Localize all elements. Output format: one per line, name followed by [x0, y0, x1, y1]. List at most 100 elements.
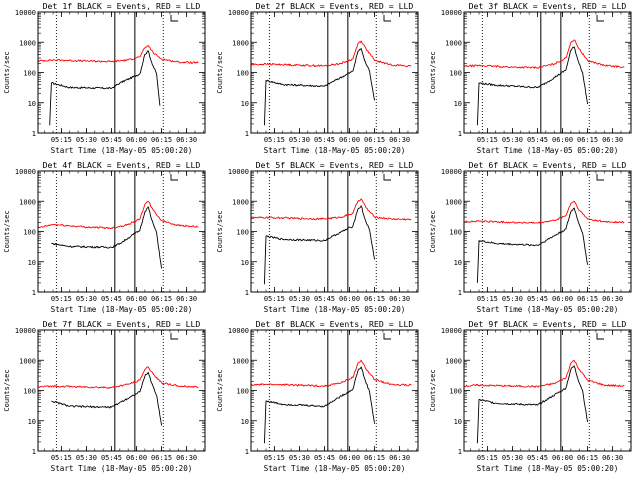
- x-tick-label: 05:45: [527, 295, 548, 303]
- x-tick-label: 05:45: [101, 136, 122, 144]
- chart-title: Det 8f BLACK = Events, RED = LLD: [256, 319, 414, 329]
- x-tick-label: 05:45: [527, 454, 548, 462]
- x-axis-label: Start Time (18-May-05 05:00:20): [51, 305, 193, 314]
- lld-series-line: [250, 359, 412, 388]
- chart-title: Det 2f BLACK = Events, RED = LLD: [256, 1, 414, 11]
- x-tick-label: 05:45: [527, 136, 548, 144]
- lld-series-line: [37, 45, 199, 64]
- y-tick-label: 10: [454, 259, 462, 267]
- y-tick-label: 1000: [19, 357, 36, 365]
- corner-bracket-icon: [383, 174, 391, 181]
- x-tick-label: 05:15: [477, 136, 498, 144]
- y-axis-label: Counts/sec: [216, 369, 224, 411]
- chart-panel-9: Det 9f BLACK = Events, RED = LLD Counts/s…: [429, 319, 632, 473]
- x-tick-label: 06:00: [552, 295, 573, 303]
- y-tick-label: 1000: [19, 39, 36, 47]
- y-tick-label: 1000: [445, 198, 462, 206]
- x-tick-label: 06:30: [389, 136, 410, 144]
- y-tick-label: 10000: [15, 9, 36, 17]
- corner-bracket-icon: [596, 333, 604, 340]
- plot-frame: [37, 170, 206, 293]
- lld-series-line: [463, 200, 625, 224]
- chart-panel-8: Det 8f BLACK = Events, RED = LLD Counts/s…: [216, 319, 419, 473]
- x-axis-label: Start Time (18-May-05 05:00:20): [51, 464, 193, 473]
- y-axis-label: Counts/sec: [216, 210, 224, 252]
- plot-frame: [250, 170, 419, 293]
- x-tick-label: 05:15: [51, 295, 72, 303]
- events-series-line: [263, 366, 376, 444]
- x-axis-label: Start Time (18-May-05 05:00:20): [477, 146, 619, 155]
- y-tick-label: 100: [236, 70, 249, 78]
- x-tick-label: 05:30: [289, 136, 310, 144]
- y-tick-label: 1000: [232, 198, 249, 206]
- y-tick-label: 10000: [228, 9, 249, 17]
- x-tick-label: 05:45: [314, 454, 335, 462]
- x-axis-label: Start Time (18-May-05 05:00:20): [264, 464, 406, 473]
- y-tick-label: 10: [454, 418, 462, 426]
- x-tick-label: 06:15: [151, 136, 172, 144]
- x-tick-label: 06:00: [339, 295, 360, 303]
- corner-bracket-icon: [383, 333, 391, 340]
- y-tick-label: 1: [458, 289, 462, 297]
- chart-title: Det 5f BLACK = Events, RED = LLD: [256, 160, 414, 170]
- x-tick-label: 06:00: [339, 454, 360, 462]
- y-tick-label: 10: [28, 100, 36, 108]
- x-tick-label: 06:30: [602, 295, 623, 303]
- x-tick-label: 05:15: [51, 454, 72, 462]
- x-tick-label: 05:45: [314, 295, 335, 303]
- y-tick-label: 1000: [232, 39, 249, 47]
- y-axis-label: Counts/sec: [429, 369, 437, 411]
- y-tick-label: 10000: [15, 327, 36, 335]
- y-tick-label: 1: [32, 130, 36, 138]
- x-tick-label: 05:15: [51, 136, 72, 144]
- events-series-line: [476, 46, 589, 126]
- y-tick-label: 10000: [15, 168, 36, 176]
- y-tick-label: 100: [236, 229, 249, 237]
- y-tick-label: 10000: [441, 327, 462, 335]
- y-axis-label: Counts/sec: [429, 210, 437, 252]
- y-tick-label: 100: [449, 229, 462, 237]
- chart-title: Det 6f BLACK = Events, RED = LLD: [469, 160, 627, 170]
- x-tick-label: 05:30: [76, 295, 97, 303]
- y-tick-label: 1: [245, 448, 249, 456]
- x-tick-label: 06:30: [602, 136, 623, 144]
- lld-series-line: [250, 198, 412, 221]
- x-tick-label: 06:00: [552, 136, 573, 144]
- chart-panel-7: Det 7f BLACK = Events, RED = LLD Counts/s…: [3, 319, 206, 473]
- y-tick-label: 10: [28, 418, 36, 426]
- x-tick-label: 05:30: [76, 454, 97, 462]
- x-tick-label: 06:30: [176, 295, 197, 303]
- x-tick-label: 05:45: [101, 454, 122, 462]
- x-axis-label: Start Time (18-May-05 05:00:20): [264, 305, 406, 314]
- x-tick-label: 06:15: [151, 454, 172, 462]
- y-tick-label: 10: [241, 259, 249, 267]
- y-tick-label: 1000: [445, 357, 462, 365]
- x-axis-label: Start Time (18-May-05 05:00:20): [51, 146, 193, 155]
- y-tick-label: 1: [245, 130, 249, 138]
- y-tick-label: 1: [458, 130, 462, 138]
- plot-frame: [463, 11, 632, 134]
- x-tick-label: 06:30: [176, 454, 197, 462]
- y-tick-label: 10000: [441, 168, 462, 176]
- corner-bracket-icon: [596, 15, 604, 22]
- x-tick-label: 05:30: [289, 295, 310, 303]
- x-tick-label: 05:30: [289, 454, 310, 462]
- plot-frame: [250, 329, 419, 452]
- x-tick-label: 06:00: [126, 295, 147, 303]
- y-tick-label: 100: [449, 70, 462, 78]
- x-tick-label: 06:00: [126, 136, 147, 144]
- corner-bracket-icon: [170, 15, 178, 22]
- y-tick-label: 10000: [441, 9, 462, 17]
- x-tick-label: 05:15: [264, 454, 285, 462]
- plot-frame: [37, 329, 206, 452]
- chart-panel-3: Det 3f BLACK = Events, RED = LLD Counts/s…: [429, 1, 632, 155]
- x-tick-label: 06:00: [126, 454, 147, 462]
- plot-frame: [37, 11, 206, 134]
- y-tick-label: 1000: [19, 198, 36, 206]
- y-tick-label: 10: [28, 259, 36, 267]
- events-series-line: [476, 207, 589, 283]
- x-tick-label: 05:30: [502, 295, 523, 303]
- y-tick-label: 1: [32, 289, 36, 297]
- events-series-line: [51, 371, 163, 426]
